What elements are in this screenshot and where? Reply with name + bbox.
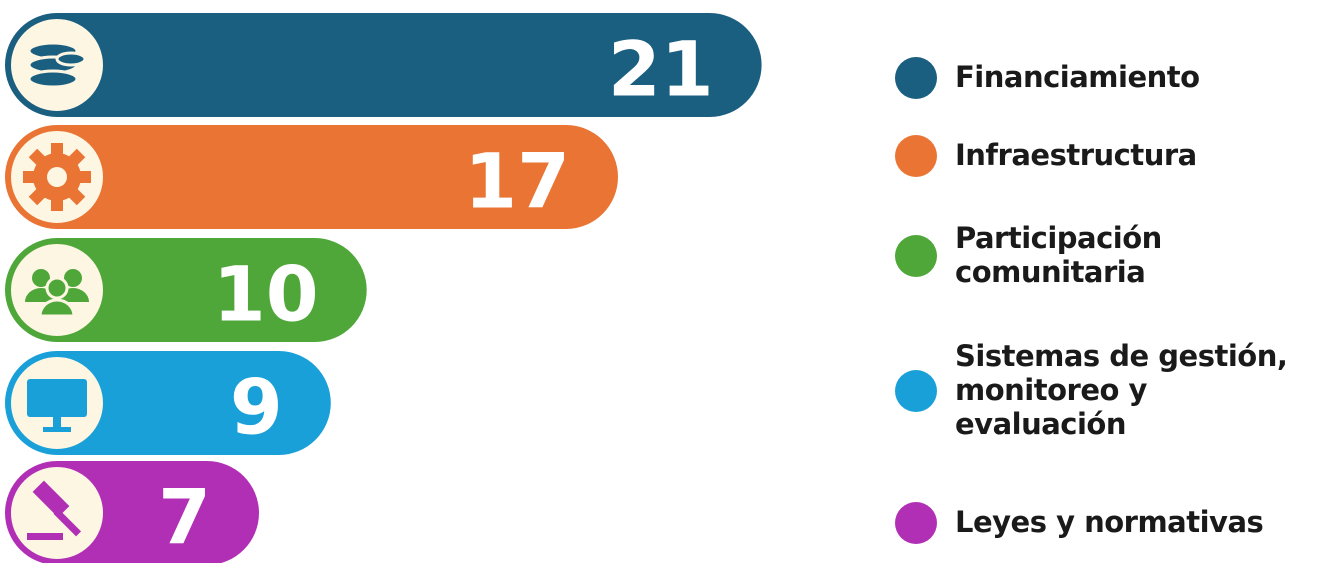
bar [5, 13, 762, 117]
icon-shape [55, 51, 87, 67]
legend-label: Leyes y normativas [955, 505, 1264, 539]
icon-shape [53, 417, 61, 427]
icon [7, 15, 107, 115]
icon-shape [47, 167, 67, 187]
icon-shape [45, 276, 69, 300]
icon-shape [32, 480, 70, 518]
legend-dot [895, 502, 937, 544]
value-label: 7 [158, 473, 211, 562]
icon-shape [64, 269, 82, 287]
icon-shape [38, 298, 76, 318]
icon-shape [43, 427, 71, 432]
value-label: 9 [230, 363, 283, 452]
legend-label: Participación comunitaria [955, 221, 1162, 289]
legend-label: Financiamiento [955, 60, 1200, 94]
icon-shape [32, 269, 50, 287]
icon-shape [27, 379, 87, 417]
legend-dot [895, 370, 937, 412]
bar [5, 125, 618, 229]
value-label: 21 [608, 25, 714, 114]
icon [7, 127, 107, 227]
legend-dot [895, 57, 937, 99]
icon [7, 240, 107, 340]
icon-shape [27, 69, 79, 89]
value-label: 17 [464, 137, 570, 226]
legend-dot [895, 235, 937, 277]
icon [7, 353, 107, 453]
icon [7, 463, 107, 563]
icon-shape [27, 533, 63, 540]
value-label: 10 [213, 250, 319, 339]
icon-shape [53, 508, 82, 537]
legend-dot [895, 135, 937, 177]
legend-label: Infraestructura [955, 138, 1197, 172]
legend-label: Sistemas de gestión, monitoreo y evaluac… [955, 339, 1288, 441]
